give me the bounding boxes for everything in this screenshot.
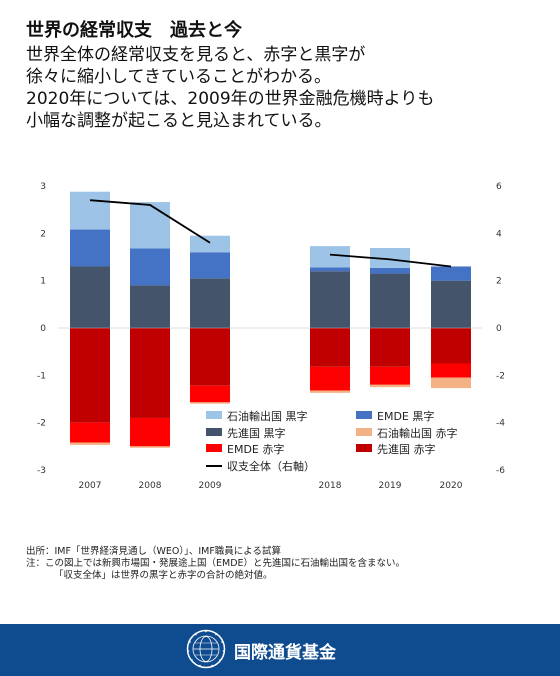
bar-segment xyxy=(130,446,170,448)
legend-swatch xyxy=(356,411,372,419)
bar-segment xyxy=(70,266,110,328)
bar-segment xyxy=(370,328,410,367)
bar-segment xyxy=(370,248,410,268)
x-tick-label: 2008 xyxy=(139,481,162,491)
footnote-2: 「収支全体」は世界の黒字と赤字の合計の絶対値。 xyxy=(54,570,273,581)
bar-segment xyxy=(310,328,350,367)
bar-segment xyxy=(130,248,170,286)
bar-segment xyxy=(70,328,110,423)
legend-swatch xyxy=(206,411,222,419)
x-tick-label: 2009 xyxy=(199,481,222,491)
y-left-tick-label: 0 xyxy=(40,324,46,334)
bar-segment xyxy=(310,390,350,393)
y-right-tick-label: 0 xyxy=(496,324,502,334)
source-note: 出所：IMF「世界経済見通し（WEO）」、IMF職員による試算 xyxy=(26,546,282,557)
x-tick-label: 2020 xyxy=(440,481,463,491)
subtitle-line: 2020年については、2009年の世界金融危機時よりも xyxy=(26,89,435,109)
bar-segment xyxy=(431,363,471,378)
y-left-tick-label: 3 xyxy=(40,182,46,192)
bar-segment xyxy=(370,267,410,274)
legend-swatch xyxy=(206,444,222,452)
legend-swatch xyxy=(356,428,372,436)
y-left-tick-label: 1 xyxy=(40,277,46,287)
bar-segment xyxy=(130,417,170,447)
bar-segment xyxy=(310,246,350,268)
imf-seal-icon xyxy=(186,629,226,669)
legend-label: EMDE 黒字 xyxy=(377,409,434,423)
bar-segment xyxy=(190,278,230,328)
bar-segment xyxy=(310,267,350,272)
bar-segment xyxy=(310,366,350,391)
bar-segment xyxy=(190,328,230,386)
y-right-tick-label: -4 xyxy=(496,419,505,429)
bar-segment xyxy=(431,377,471,389)
legend-label: 収支全体（右軸） xyxy=(227,459,315,473)
page-title: 世界の経常収支 過去と今 xyxy=(26,20,242,41)
current-account-chart: 3 2 1 0 -1 -2 -3 6 4 2 0 -2 -4 -6 2007 2008 2009 2018 2019… xyxy=(37,182,505,491)
bar-segment xyxy=(370,366,410,385)
x-tick-label: 2018 xyxy=(319,481,342,491)
bar-segment xyxy=(70,422,110,443)
subtitle: 世界全体の経常収支を見ると、赤字と黒字が 徐々に縮小してきていることがわかる。 … xyxy=(26,44,546,132)
legend-label: 石油輸出国 黒字 xyxy=(227,409,308,423)
bar-segment xyxy=(190,402,230,404)
bar-segment xyxy=(130,202,170,249)
legend-label: EMDE 赤字 xyxy=(227,442,284,456)
x-tick-label: 2007 xyxy=(79,481,102,491)
subtitle-line: 徐々に縮小してきていることがわかる。 xyxy=(26,67,331,87)
y-right-tick-label: 6 xyxy=(496,182,502,192)
footer-label: 国際通貨基金 xyxy=(234,643,336,663)
y-right-tick-label: 2 xyxy=(496,277,502,287)
subtitle-line: 小幅な調整が起こると見込まれている。 xyxy=(26,111,332,131)
bar-segment xyxy=(70,442,110,445)
x-tick-label: 2019 xyxy=(379,481,402,491)
bar-segment xyxy=(370,384,410,388)
total-balance-line xyxy=(89,199,211,244)
bar-segment xyxy=(130,328,170,418)
bar-segment xyxy=(431,280,471,328)
bar-segment xyxy=(310,271,350,328)
y-left-tick-label: -1 xyxy=(37,371,46,381)
legend-swatch xyxy=(356,444,372,452)
subtitle-line: 世界全体の経常収支を見ると、赤字と黒字が xyxy=(26,45,366,65)
total-balance-line xyxy=(329,253,452,268)
y-left-tick-label: -2 xyxy=(37,419,46,429)
bar-segment xyxy=(70,229,110,267)
bar-segment xyxy=(370,273,410,328)
bar-segment xyxy=(70,191,110,230)
notes: 出所：IMF「世界経済見通し（WEO）」、IMF職員による試算 注：この図上では… xyxy=(26,546,546,582)
legend-swatch xyxy=(206,428,222,436)
y-right-tick-label: 4 xyxy=(496,229,502,239)
legend-label: 石油輸出国 赤字 xyxy=(377,426,458,440)
footnote-1: 注：この図上では新興市場国・発展途上国（EMDE）と先進国に石油輸出国を含まない… xyxy=(26,558,406,569)
legend-label: 先進国 黒字 xyxy=(227,426,286,440)
bar-segment xyxy=(190,252,230,279)
bar-segment xyxy=(190,385,230,403)
bar-segment xyxy=(190,235,230,253)
bar-segment xyxy=(431,266,471,281)
bar-segment xyxy=(130,285,170,328)
bar-segment xyxy=(431,328,471,364)
legend-label: 先進国 赤字 xyxy=(377,442,436,456)
y-right-tick-label: -6 xyxy=(496,466,505,476)
footer-bar: 国際通貨基金 xyxy=(0,624,560,676)
y-right-tick-label: -2 xyxy=(496,371,505,381)
y-left-tick-label: -3 xyxy=(37,466,46,476)
y-left-tick-label: 2 xyxy=(40,229,46,239)
